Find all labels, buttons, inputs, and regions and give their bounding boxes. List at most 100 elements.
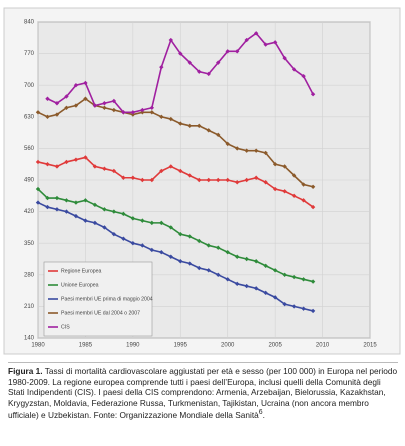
legend-label: Paesi membri UE prima di maggio 2004 — [61, 296, 153, 302]
marker — [45, 114, 50, 119]
marker — [235, 254, 240, 259]
y-tick-label: 700 — [24, 83, 35, 89]
caption-sup: 6 — [258, 409, 263, 416]
y-tick-label: 420 — [24, 209, 35, 215]
marker — [121, 110, 126, 115]
marker — [130, 112, 136, 117]
marker — [301, 182, 306, 187]
x-tick-label: 1995 — [174, 343, 188, 349]
marker — [111, 231, 117, 237]
series-line — [37, 97, 314, 188]
marker — [83, 155, 88, 160]
legend-label: Paesi membri UE dal 2004 o 2007 — [61, 310, 140, 316]
marker — [92, 202, 98, 208]
marker — [92, 220, 98, 226]
marker — [263, 263, 268, 268]
marker — [149, 110, 155, 115]
marker — [168, 164, 173, 169]
marker — [45, 96, 50, 101]
x-tick-label: 2010 — [316, 343, 330, 349]
marker — [35, 110, 41, 115]
marker — [225, 250, 230, 255]
marker — [263, 150, 268, 156]
marker — [54, 207, 60, 212]
marker — [140, 107, 145, 113]
marker — [130, 216, 136, 221]
marker — [168, 37, 173, 43]
series-line — [37, 201, 314, 312]
marker — [35, 200, 41, 205]
marker — [291, 193, 297, 198]
marker — [130, 110, 136, 115]
x-tick-label: 2005 — [268, 343, 282, 349]
marker — [301, 198, 306, 203]
marker — [216, 60, 221, 65]
marker — [206, 177, 211, 183]
marker — [73, 213, 79, 219]
marker — [64, 209, 69, 214]
marker — [149, 177, 155, 183]
marker — [244, 283, 249, 289]
marker — [178, 259, 183, 264]
marker — [197, 238, 202, 244]
x-tick-label: 1990 — [126, 343, 140, 349]
marker — [178, 121, 183, 126]
marker — [102, 105, 107, 110]
marker — [35, 186, 41, 192]
marker — [206, 268, 211, 273]
marker — [168, 116, 173, 122]
marker — [73, 103, 79, 108]
marker — [159, 220, 164, 226]
marker — [187, 234, 192, 239]
marker — [244, 148, 249, 153]
marker — [197, 69, 202, 74]
caption-label: Figura 1. — [8, 366, 43, 376]
marker — [140, 218, 145, 223]
y-tick-label: 350 — [24, 241, 35, 247]
marker — [263, 180, 268, 185]
marker — [140, 177, 145, 183]
marker — [235, 49, 240, 54]
marker — [235, 146, 240, 151]
marker — [253, 286, 259, 291]
marker — [272, 268, 278, 273]
marker — [291, 304, 297, 309]
marker — [310, 92, 316, 97]
y-tick-label: 630 — [24, 114, 35, 120]
marker — [83, 198, 88, 203]
marker — [111, 107, 117, 113]
y-tick-label: 770 — [24, 51, 35, 57]
marker — [149, 105, 155, 110]
marker — [206, 71, 211, 77]
marker — [45, 195, 50, 201]
marker — [263, 290, 268, 296]
marker — [73, 200, 79, 205]
marker — [272, 295, 278, 300]
marker — [310, 308, 316, 314]
marker — [54, 195, 60, 201]
caption-text: Tassi di mortalità cardiovascolare aggiu… — [8, 366, 398, 420]
marker — [216, 272, 221, 277]
marker — [168, 225, 173, 230]
marker — [244, 177, 249, 183]
x-tick-label: 1980 — [31, 343, 45, 349]
marker — [291, 173, 297, 178]
marker — [149, 247, 155, 253]
legend-box — [43, 261, 153, 337]
marker — [168, 254, 173, 259]
marker — [178, 231, 183, 237]
marker — [130, 241, 136, 246]
marker — [253, 148, 259, 153]
marker — [64, 105, 69, 110]
x-tick-label: 2000 — [221, 343, 235, 349]
marker — [291, 67, 297, 72]
marker — [291, 274, 297, 280]
marker — [310, 204, 316, 210]
marker — [206, 128, 211, 133]
marker — [187, 123, 192, 129]
marker — [111, 209, 117, 214]
legend-label: Unione Europea — [61, 282, 99, 288]
marker — [45, 162, 50, 167]
marker — [244, 37, 249, 43]
marker — [253, 259, 259, 264]
